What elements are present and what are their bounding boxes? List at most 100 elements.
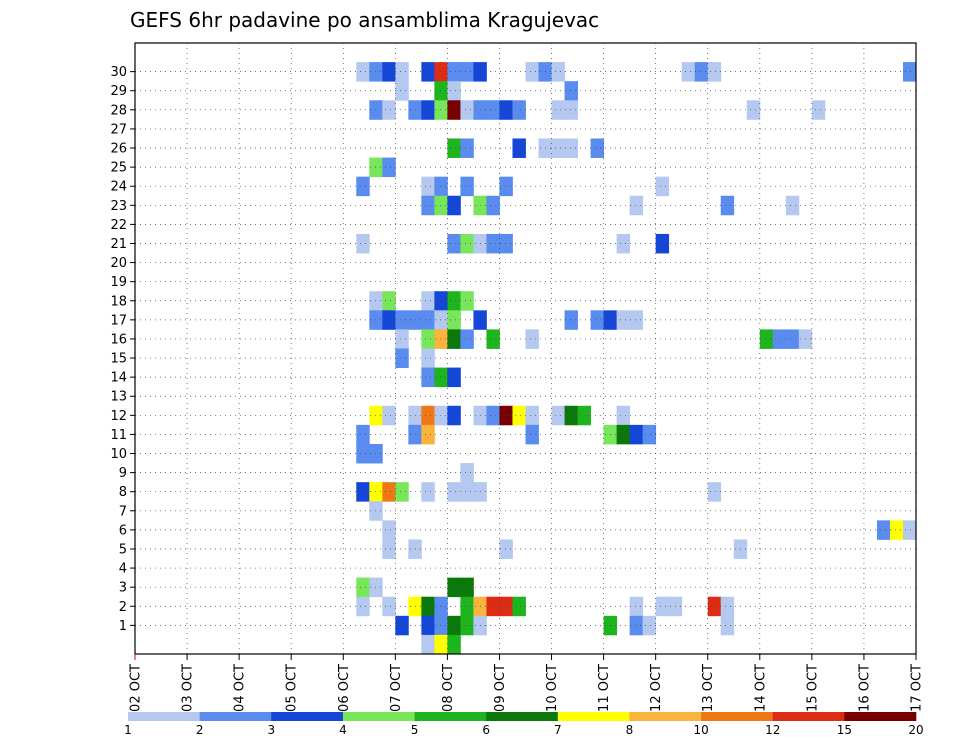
precip-cell (460, 176, 474, 197)
precip-cell (551, 405, 565, 426)
precip-cell (395, 329, 409, 349)
precip-cell (460, 233, 474, 254)
precip-cell (629, 596, 644, 617)
colorbar-label: 6 (482, 723, 490, 737)
colorbar-label: 3 (267, 723, 275, 737)
precip-cell (434, 310, 448, 330)
precip-cell (395, 615, 409, 636)
precip-cell (434, 329, 448, 349)
y-tick-label: 2 (119, 600, 127, 615)
y-axis-ensemble-members: 1234567891011121314151617181920212223242… (110, 65, 135, 634)
precip-cell (382, 291, 396, 311)
x-tick-label: 17 OCT (910, 664, 925, 712)
y-tick-label: 25 (110, 161, 127, 176)
y-tick-label: 16 (110, 332, 127, 347)
precip-cell (499, 405, 513, 426)
precip-cell (421, 100, 435, 120)
precip-cell (694, 62, 709, 82)
precip-cell (512, 596, 526, 617)
precip-cell (655, 596, 670, 617)
y-tick-label: 12 (110, 409, 127, 424)
precip-cell (720, 596, 735, 617)
precip-cell (876, 520, 891, 540)
precip-cell (707, 62, 722, 82)
precip-cell (434, 634, 448, 655)
precip-cell (356, 176, 370, 197)
precip-cell (551, 100, 565, 120)
precip-cell (447, 81, 461, 101)
precip-cell (551, 138, 565, 158)
colorbar-label: 15 (837, 723, 852, 737)
precip-cell (486, 596, 500, 617)
precip-cell (486, 195, 500, 216)
precip-cell (447, 62, 461, 82)
y-tick-label: 20 (110, 256, 127, 271)
precip-cell (369, 310, 383, 330)
precip-cell (590, 310, 604, 330)
plot-area (134, 42, 917, 655)
precip-cell (460, 615, 474, 636)
x-tick-label: 13 OCT (701, 664, 716, 712)
precip-cell (746, 100, 761, 120)
x-tick-label: 09 OCT (493, 664, 508, 712)
precip-cell (434, 81, 448, 101)
precip-cell (421, 367, 435, 388)
colorbar-swatch (486, 712, 559, 721)
precip-cell (785, 195, 800, 216)
y-tick-label: 21 (110, 237, 127, 252)
precip-cell (382, 405, 396, 426)
precip-cell (447, 634, 461, 655)
precip-cell (460, 329, 474, 349)
precip-cell (434, 62, 448, 82)
precip-cell (434, 176, 448, 197)
chart-title: GEFS 6hr padavine po ansamblima Kragujev… (130, 8, 599, 32)
colorbar-label: 8 (626, 723, 634, 737)
colorbar-swatch (271, 712, 344, 721)
precip-cell (356, 577, 370, 598)
precip-cell (499, 596, 513, 617)
y-tick-label: 15 (110, 352, 127, 367)
precip-cell (369, 100, 383, 120)
precip-cell (564, 405, 578, 426)
x-axis-dates: 02 OCT 03 OCT 04 OCT 05 OCT 06 OCT 07 OCT 08 O… (129, 654, 925, 712)
precip-cell (512, 100, 526, 120)
precip-cell (616, 233, 631, 254)
x-tick-label: 11 OCT (597, 664, 612, 712)
precip-cell (564, 138, 578, 158)
precip-cell (707, 482, 722, 502)
precip-cell (421, 195, 435, 216)
precip-cell (434, 405, 448, 426)
colorbar-swatch (128, 712, 200, 721)
precip-cell (434, 367, 448, 388)
precip-cell (629, 615, 644, 636)
precip-cell (421, 291, 435, 311)
precip-cell (707, 596, 722, 617)
precip-cell (434, 100, 448, 120)
precip-cell (395, 62, 409, 82)
colorbar-swatch (844, 712, 917, 721)
y-tick-label: 26 (110, 142, 127, 157)
precip-cell (616, 310, 631, 330)
precip-cell (421, 62, 435, 82)
precip-cell (447, 138, 461, 158)
precip-cell (369, 405, 383, 426)
y-tick-label: 24 (110, 180, 127, 195)
x-tick-label: 07 OCT (389, 664, 404, 712)
y-tick-label: 17 (110, 313, 127, 328)
colorbar-label: 2 (196, 723, 204, 737)
precip-cell (629, 195, 644, 216)
colorbar-label: 1 (124, 723, 132, 737)
precip-cell (460, 596, 474, 617)
precip-cell (460, 62, 474, 82)
colorbar-swatch (701, 712, 774, 721)
precip-cell (460, 482, 474, 502)
precip-cell (642, 615, 657, 636)
precip-cell (395, 310, 409, 330)
y-tick-label: 10 (110, 447, 127, 462)
x-tick-label: 16 OCT (857, 664, 872, 712)
precip-cell (434, 596, 448, 617)
x-tick-label: 15 OCT (805, 664, 820, 712)
precip-cell (512, 138, 526, 158)
precip-cell (460, 291, 474, 311)
precip-cell (356, 424, 370, 445)
